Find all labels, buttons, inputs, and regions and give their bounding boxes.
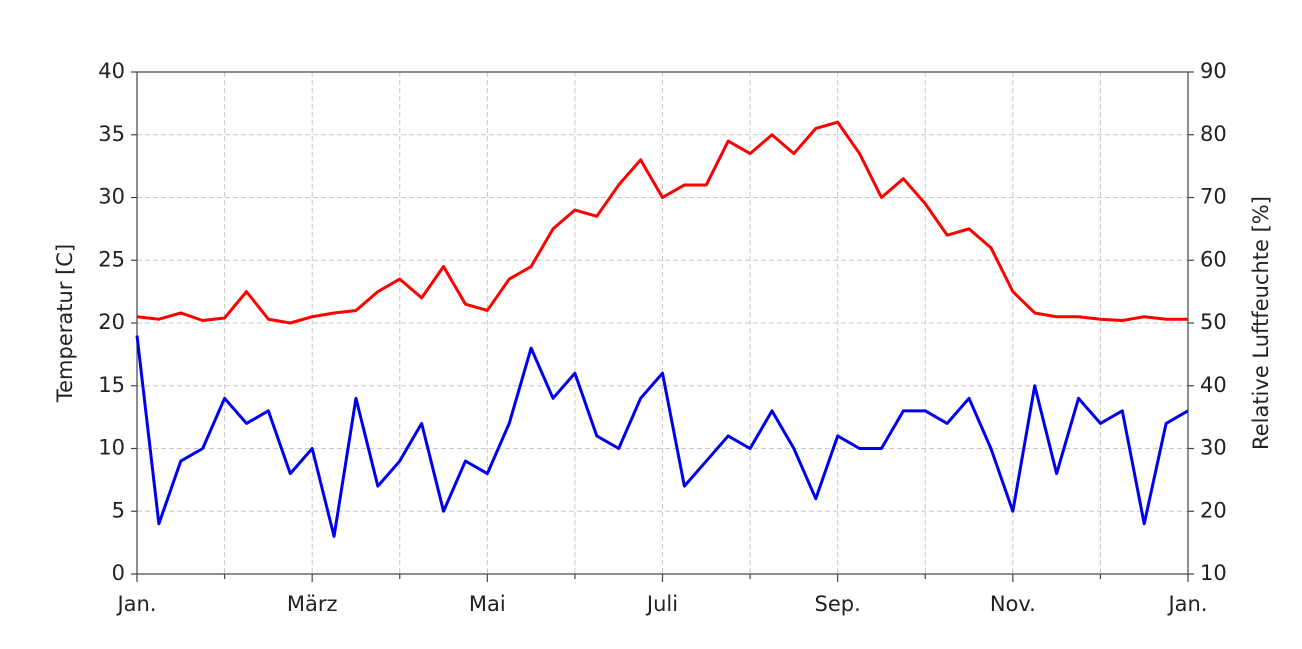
y-tick-label: 10	[98, 436, 125, 460]
plot-frame	[136, 71, 1189, 575]
x-tick-label: Jan.	[115, 592, 156, 616]
x-tick-label: Juli	[645, 592, 678, 616]
x-tick-label: Mai	[469, 592, 506, 616]
y2-tick-label: 80	[1200, 122, 1227, 146]
y-axis-label: Temperatur [C]	[53, 244, 77, 403]
y2-tick-label: 90	[1200, 59, 1227, 83]
y2-tick-label: 60	[1200, 247, 1227, 271]
y2-tick-label: 30	[1200, 436, 1227, 460]
y-tick-label: 30	[98, 185, 125, 209]
y-tick-label: 0	[112, 561, 125, 585]
y-tick-label: 25	[98, 247, 125, 271]
x-tick-label: Nov.	[990, 592, 1036, 616]
y-tick-label: 5	[112, 498, 125, 522]
y-tick-label: 15	[98, 373, 125, 397]
x-tick-label: Jan.	[1166, 592, 1207, 616]
y2-axis-label: Relative Luftfeuchte [%]	[1249, 196, 1273, 450]
y2-tick-label: 20	[1200, 498, 1227, 522]
x-tick-label: März	[287, 592, 338, 616]
data-line	[135, 335, 1189, 538]
y2-tick-label: 50	[1200, 310, 1227, 334]
y-tick-label: 35	[98, 122, 125, 146]
y2-tick-label: 40	[1200, 373, 1227, 397]
y2-tick-label: 10	[1200, 561, 1227, 585]
y-tick-label: 20	[98, 310, 125, 334]
x-tick-label: Sep.	[815, 592, 861, 616]
y-tick-label: 40	[98, 59, 125, 83]
data-line	[136, 120, 1188, 325]
y2-tick-label: 70	[1200, 185, 1227, 209]
